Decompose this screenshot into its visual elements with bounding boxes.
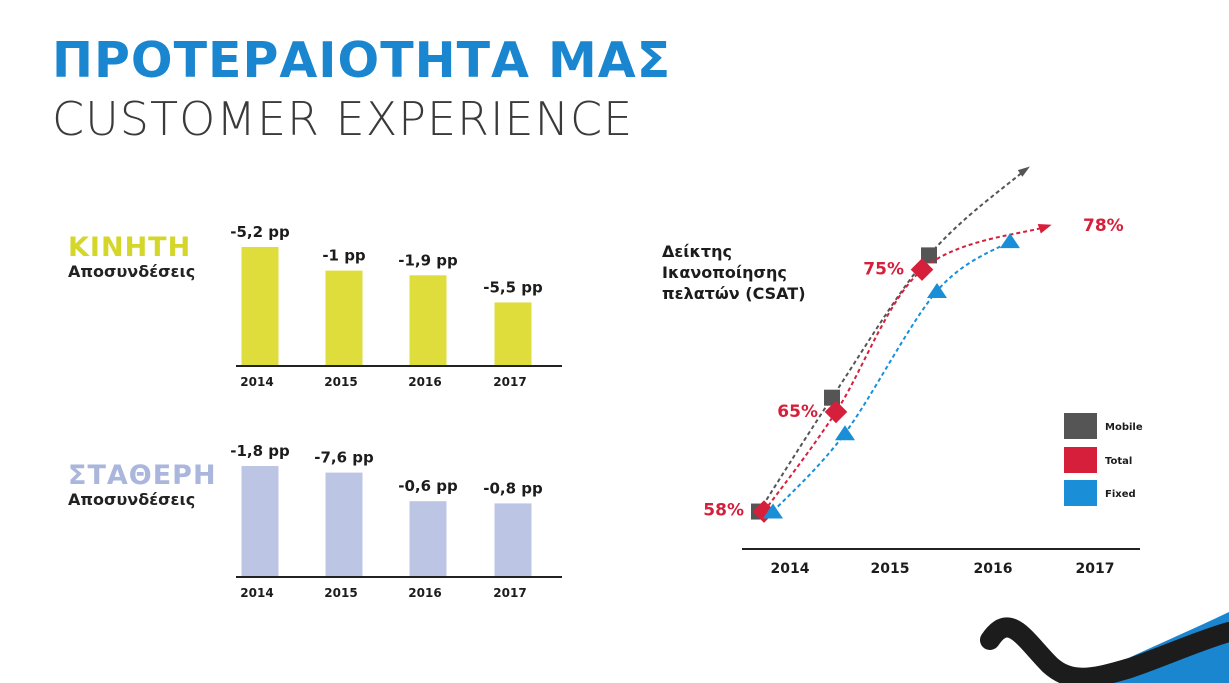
mobile-data-label-2017: -5,5 pp	[483, 278, 543, 296]
mobile-tick-2017: 2017	[493, 375, 526, 389]
fixed-tick-2017: 2017	[493, 586, 526, 600]
fixed-data-label-2015: -7,6 pp	[314, 449, 374, 467]
csat-value-label-58-pct: 58%	[703, 501, 744, 521]
fixed-tick-2014: 2014	[240, 586, 273, 600]
csat-legend-label-total: Total	[1105, 456, 1132, 467]
mobile-tick-2016: 2016	[408, 375, 441, 389]
mobile-data-label-2016: -1,9 pp	[398, 251, 458, 269]
csat-tick-2014: 2014	[771, 561, 810, 577]
fixed-tick-2015: 2015	[324, 586, 357, 600]
fixed-tick-2016: 2016	[408, 586, 441, 600]
mobile-bar-2014	[241, 247, 279, 365]
fixed-bar-2017	[494, 503, 532, 576]
mobile-section-sublabel: Αποσυνδέσεις	[68, 262, 196, 281]
page-title: ΠΡΟΤΕΡΑΙΟΤΗΤΑ ΜΑΣ	[52, 32, 672, 89]
csat-title-line-3: πελατών (CSAT)	[662, 284, 806, 303]
mobile-data-label-2015: -1 pp	[322, 247, 366, 265]
fixed-data-label-2014: -1,8 pp	[230, 442, 290, 460]
csat-point-total-2017	[1037, 224, 1052, 234]
csat-tick-2017: 2017	[1076, 561, 1115, 577]
mobile-data-label-2014: -5,2 pp	[230, 223, 290, 241]
csat-point-fixed-2016	[927, 282, 947, 298]
mobile-section-title: ΚΙΝΗΤΗ	[68, 232, 192, 263]
fixed-section-sublabel: Αποσυνδέσεις	[68, 490, 196, 509]
fixed-bar-2016	[409, 501, 447, 576]
csat-value-label-65-pct: 65%	[777, 402, 818, 422]
mobile-tick-2014: 2014	[240, 375, 273, 389]
csat-point-fixed-2014	[763, 503, 783, 519]
fixed-bar-2014	[241, 466, 279, 576]
csat-line-fixed	[772, 240, 1011, 513]
mobile-bar-2015	[325, 270, 363, 365]
fixed-data-label-2017: -0,8 pp	[483, 479, 543, 497]
csat-tick-2015: 2015	[871, 561, 910, 577]
csat-legend-swatch-total	[1064, 447, 1097, 473]
csat-point-total-2015	[824, 400, 848, 424]
page-subtitle: CUSTOMER EXPERIENCE	[52, 92, 634, 146]
csat-value-label-75-pct: 75%	[863, 260, 904, 280]
fixed-section-label: ΣΤΑΘΕΡΗ Αποσυνδέσεις	[68, 462, 217, 508]
csat-legend-swatch-mobile	[1064, 413, 1097, 439]
csat-legend-swatch-fixed	[1064, 480, 1097, 506]
csat-point-total-2016	[910, 258, 934, 281]
csat-legend-label-mobile: Mobile	[1105, 422, 1143, 433]
mobile-bar-2016	[409, 275, 447, 365]
mobile-tick-2015: 2015	[324, 375, 357, 389]
csat-tick-2016: 2016	[974, 561, 1013, 577]
csat-legend-label-fixed: Fixed	[1105, 489, 1136, 500]
mobile-bar-2017	[494, 302, 532, 365]
csat-title-line-1: Δείκτης	[662, 242, 732, 261]
csat-line-total	[763, 225, 1046, 513]
csat-point-fixed-2017	[1000, 233, 1020, 249]
csat-point-mobile-2017	[1017, 166, 1030, 177]
csat-point-fixed-2015	[835, 425, 855, 441]
fixed-bar-2015	[325, 472, 363, 576]
csat-point-mobile-2016	[921, 247, 937, 264]
csat-value-label-78-pct: 78%	[1083, 216, 1124, 236]
fixed-data-label-2016: -0,6 pp	[398, 477, 458, 495]
csat-line-mobile	[758, 169, 1026, 513]
mobile-section-label: ΚΙΝΗΤΗ Αποσυνδέσεις	[68, 234, 195, 280]
fixed-section-title: ΣΤΑΘΕΡΗ	[68, 460, 217, 491]
csat-title-line-2: Ικανοποίησης	[662, 263, 787, 282]
